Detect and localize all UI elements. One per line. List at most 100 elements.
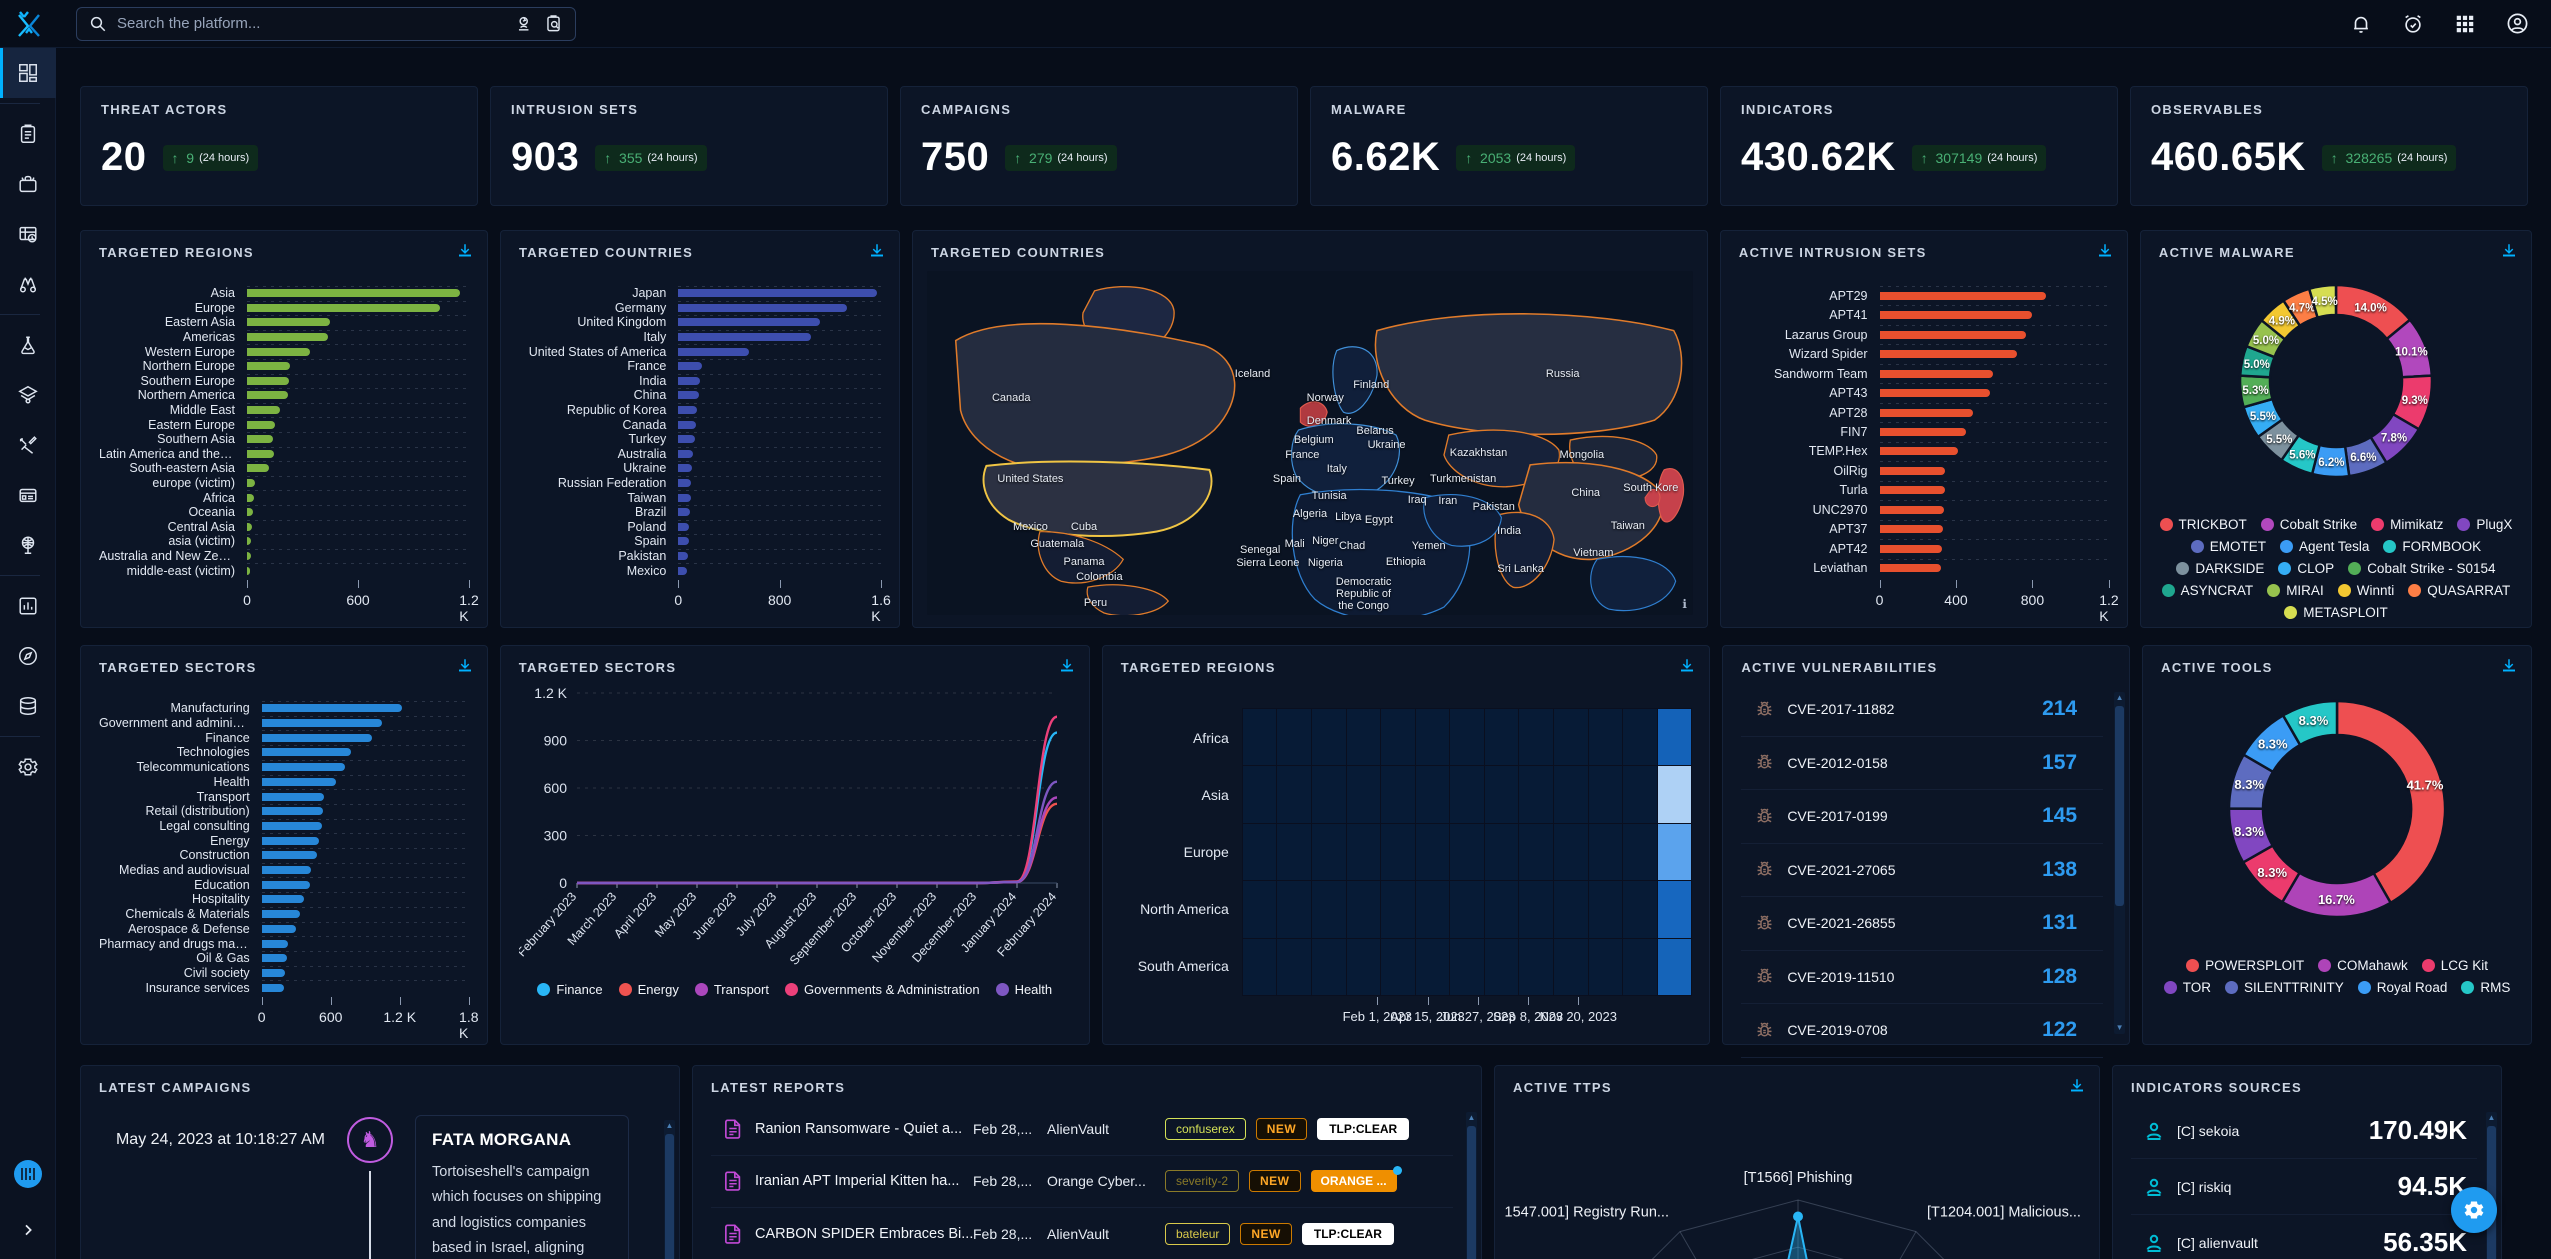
- vulnerability-row[interactable]: CVE-2021-26855 131: [1741, 897, 2104, 951]
- opencti-logo[interactable]: [0, 9, 58, 39]
- download-icon[interactable]: [2500, 242, 2518, 265]
- legend-dot: [2284, 606, 2298, 619]
- map-country-label: Colombia: [1076, 571, 1123, 584]
- sidebar-item-cases[interactable]: [0, 159, 56, 209]
- legend-item: Agent Tesla: [2280, 539, 2369, 554]
- report-row[interactable]: CARBON SPIDER Embraces Bi... Feb 28,... Al…: [711, 1208, 1453, 1259]
- vulnerability-row[interactable]: CVE-2019-0708 122: [1741, 1004, 2104, 1058]
- download-icon[interactable]: [868, 242, 886, 265]
- heatmap-cell: [1276, 937, 1312, 997]
- panel-title: Targeted regions: [99, 245, 254, 260]
- scrollbar[interactable]: ▲▼: [1466, 1112, 1477, 1259]
- indicator-source-row[interactable]: [C] riskiq 94.5K: [2131, 1159, 2477, 1215]
- vulnerability-row[interactable]: CVE-2017-11882 214: [1741, 683, 2104, 737]
- bar: [247, 289, 460, 298]
- heatmap-cell: [1449, 765, 1485, 824]
- scrollbar[interactable]: ▲▼: [2114, 692, 2126, 1034]
- heatmap-cell: [1310, 880, 1347, 939]
- sidebar-item-arsenal[interactable]: [0, 370, 56, 420]
- sidebar-item-investigations[interactable]: [0, 631, 56, 681]
- map-landmass: [927, 271, 1693, 615]
- world-map[interactable]: Canada Iceland Norway Finland Russia Denmark B…: [927, 271, 1693, 615]
- campaign-knight-icon[interactable]: ♞: [347, 1117, 393, 1163]
- report-label-chip[interactable]: bateleur: [1165, 1222, 1231, 1245]
- stat-card-threat-actors: THREAT ACTORS 20 ↑ 9 (24 hours): [80, 86, 478, 206]
- download-icon[interactable]: [2068, 1077, 2086, 1100]
- settings-fab-gear-icon[interactable]: [2451, 1187, 2497, 1233]
- download-icon[interactable]: [1678, 657, 1696, 680]
- campaign-card[interactable]: FATA MORGANA Tortoiseshell's campaign wh…: [415, 1115, 629, 1259]
- scrollbar[interactable]: ▲▼: [2486, 1112, 2497, 1259]
- bar-row: Northern America: [99, 388, 469, 403]
- bar: [678, 493, 691, 502]
- sidebar-item-locations[interactable]: [0, 520, 56, 570]
- sidebar-item-observations[interactable]: [0, 259, 56, 309]
- bar: [1879, 544, 1942, 553]
- legend-dot: [2461, 981, 2475, 994]
- indicator-source-row[interactable]: [C] alienvault 56.35K: [2131, 1215, 2477, 1259]
- sidebar-item-techniques[interactable]: [0, 420, 56, 470]
- sidebar-item-dashboard[interactable]: [0, 48, 56, 98]
- apps-grid-icon[interactable]: [2454, 13, 2476, 35]
- sidebar-item-settings[interactable]: [0, 742, 56, 792]
- map-country-label: Sierra Leone: [1236, 557, 1300, 570]
- bar: [261, 924, 297, 933]
- bar: [261, 821, 322, 830]
- report-label-chip[interactable]: severity-2: [1165, 1170, 1240, 1193]
- heatmap-row-label: North America: [1140, 901, 1229, 918]
- triggers-alarm-icon[interactable]: [2402, 13, 2424, 35]
- bar-row: Italy: [519, 329, 882, 345]
- legend-dot: [2176, 562, 2190, 575]
- sidebar-item-entities[interactable]: [0, 470, 56, 520]
- sidebar-item-analyses[interactable]: [0, 109, 56, 159]
- map-country-label: Iraq: [1407, 493, 1427, 506]
- scrollbar[interactable]: ▲▼: [664, 1120, 675, 1259]
- clipboard-search-icon[interactable]: [544, 14, 563, 33]
- bar: [678, 362, 703, 371]
- download-icon[interactable]: [456, 657, 474, 680]
- heatmap-cell: [1656, 707, 1693, 767]
- download-icon[interactable]: [2500, 657, 2518, 680]
- vulnerability-row[interactable]: CVE-2017-0199 145: [1741, 790, 2104, 844]
- bar: [678, 406, 697, 415]
- investigation-icon[interactable]: [515, 14, 534, 33]
- heatmap-cell: [1483, 880, 1520, 939]
- search-input[interactable]: [117, 15, 505, 32]
- vulnerability-row[interactable]: CVE-2021-27065 138: [1741, 844, 2104, 897]
- download-icon[interactable]: [2096, 242, 2114, 265]
- bug-icon: [1741, 1020, 1787, 1041]
- heatmap-cell: [1552, 707, 1589, 767]
- investigations-icon: [18, 647, 37, 665]
- stat-value: 20: [101, 135, 147, 179]
- map-info-icon[interactable]: ℹ: [1682, 597, 1687, 611]
- map-country-label: Guatemala: [1030, 538, 1085, 551]
- legend-item: Cobalt Strike: [2260, 517, 2357, 532]
- sidebar-item-dashboards[interactable]: [0, 581, 56, 631]
- report-label-chip[interactable]: confuserex: [1165, 1117, 1246, 1140]
- expand-sidebar-chevron-icon[interactable]: [20, 1222, 36, 1243]
- download-icon[interactable]: [456, 242, 474, 265]
- vulnerability-row[interactable]: CVE-2019-11510 128: [1741, 951, 2104, 1004]
- bar: [678, 464, 692, 473]
- stat-card-intrusion-sets: INTRUSION SETS 903 ↑ 355 (24 hours): [490, 86, 888, 206]
- bar-row: Middle East: [99, 402, 469, 418]
- up-arrow-icon: ↑ 279: [1014, 149, 1053, 166]
- sidebar-item-threats[interactable]: [0, 320, 56, 370]
- panel-title: Targeted sectors: [99, 660, 257, 675]
- svg-text:300: 300: [543, 828, 567, 844]
- map-country-label: Turkmenistan: [1430, 473, 1497, 486]
- account-icon[interactable]: [2506, 12, 2529, 35]
- indicator-source-row[interactable]: [C] sekoia 170.49K: [2131, 1103, 2477, 1159]
- up-arrow-icon: ↑ 328265: [2330, 149, 2393, 166]
- vulnerability-row[interactable]: CVE-2012-0158 157: [1741, 737, 2104, 790]
- heatmap-cell: [1276, 880, 1312, 939]
- report-row[interactable]: Iranian APT Imperial Kitten ha... Feb 28,…: [711, 1156, 1453, 1208]
- report-row[interactable]: Ranion Ransomware - Quiet a... Feb 28,...…: [711, 1103, 1453, 1156]
- sidebar-item-data[interactable]: [0, 681, 56, 731]
- bar: [247, 449, 274, 458]
- notifications-bell-icon[interactable]: [2350, 13, 2372, 35]
- bar-row: FIN7: [1739, 422, 2109, 442]
- stat-label: INDICATORS: [1741, 102, 1834, 117]
- download-icon[interactable]: [1058, 657, 1076, 680]
- sidebar-item-events[interactable]: [0, 209, 56, 259]
